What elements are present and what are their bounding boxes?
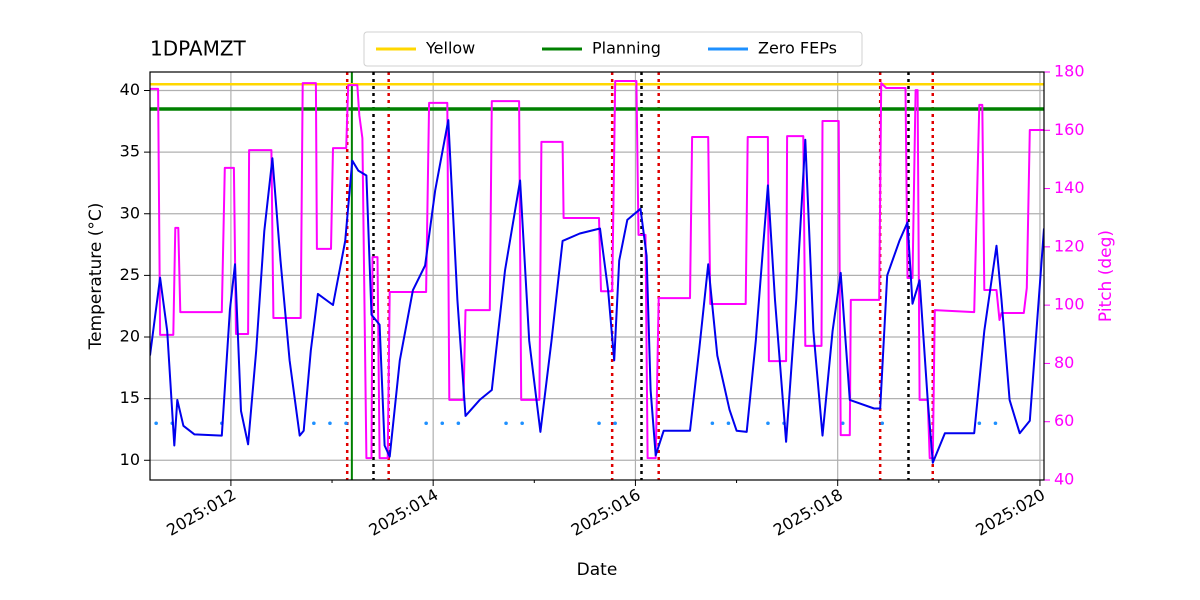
series-line	[150, 80, 1044, 460]
y-tick-label: 40	[120, 80, 140, 99]
x-tick-label: 2025:014	[366, 485, 442, 540]
y2-tick-label: 120	[1054, 236, 1085, 255]
x-tick-label: 2025:012	[163, 485, 239, 540]
legend-label: Yellow	[425, 39, 475, 58]
legend-label: Planning	[592, 39, 661, 58]
legend-label: Zero FEPs	[758, 39, 837, 58]
plot-area	[150, 72, 1044, 480]
x-tick-label: 2025:018	[770, 485, 846, 540]
y2-tick-label: 100	[1054, 295, 1085, 314]
y-tick-label: 20	[120, 327, 140, 346]
y2-tick-label: 160	[1054, 120, 1085, 139]
x-tick-label: 2025:016	[568, 485, 644, 540]
y-axis-label: Temperature (°C)	[86, 203, 106, 351]
plot-frame	[149, 71, 1045, 481]
y-tick-label: 10	[120, 450, 140, 469]
chart-title: 1DPAMZT	[150, 37, 247, 61]
y2-tick-label: 60	[1054, 411, 1074, 430]
y-tick-label: 15	[120, 388, 140, 407]
legend-box	[363, 31, 863, 67]
y2-tick-label: 40	[1054, 470, 1074, 489]
series-line	[150, 119, 1044, 464]
y-tick-label: 25	[120, 265, 140, 284]
y-tick-label: 35	[120, 142, 140, 161]
y2-tick-label: 180	[1054, 62, 1085, 81]
y2-axis-label: Pitch (deg)	[1096, 230, 1116, 322]
y2-tick-label: 80	[1054, 353, 1074, 372]
y-tick-label: 30	[120, 203, 140, 222]
y2-tick-label: 140	[1054, 178, 1085, 197]
x-axis-label: Date	[577, 560, 618, 580]
x-tick-label: 2025:020	[972, 485, 1048, 540]
